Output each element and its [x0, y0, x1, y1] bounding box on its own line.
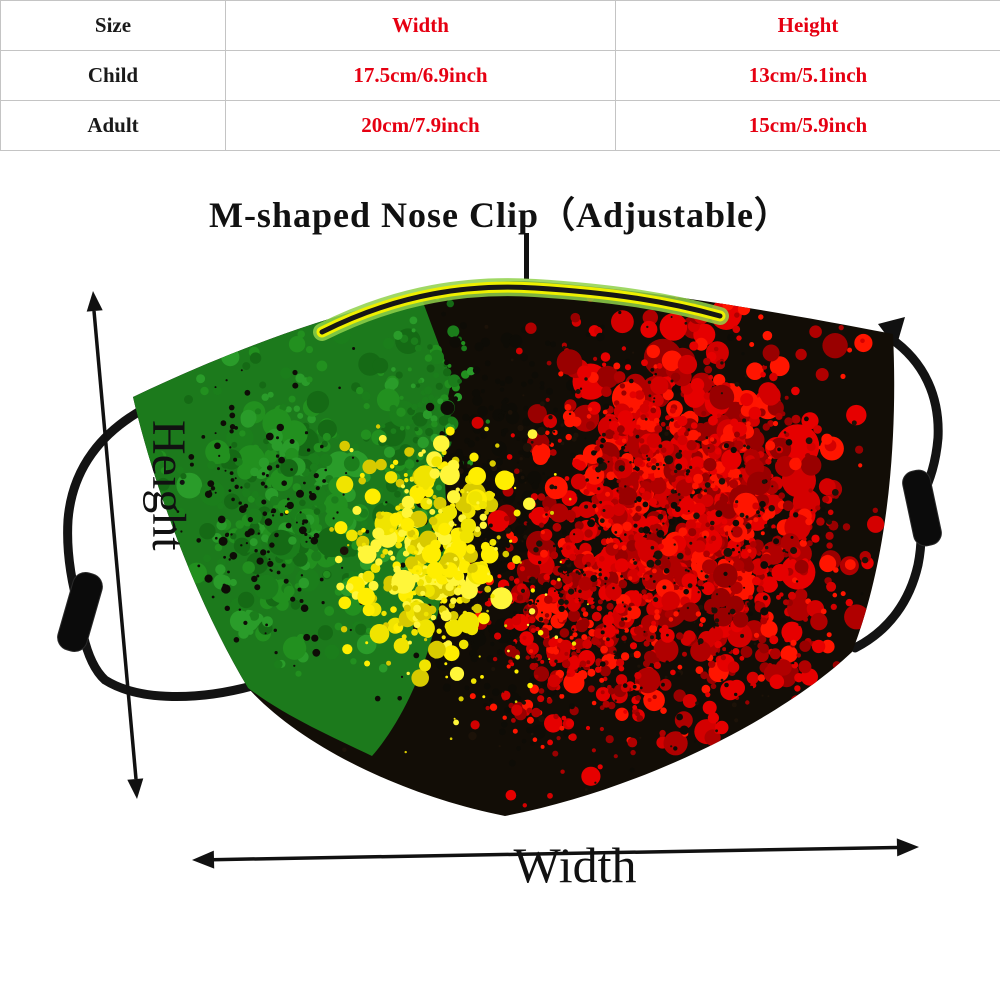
size-table-header-row: Size Width Height: [0, 0, 1000, 51]
nose-clip-title: M-shaped Nose Clip（Adjustable）: [208, 195, 792, 235]
table-row-adult: Adult 20cm/7.9inch 15cm/5.9inch: [0, 100, 1000, 151]
table-cell-adult-height: 15cm/5.9inch: [615, 100, 1000, 151]
strap-attach-corner: [878, 317, 905, 348]
ear-loop-toggle-right: [902, 469, 942, 547]
splatter-black-green: [173, 347, 388, 667]
mask-body: [133, 281, 895, 816]
height-arrow: [86, 291, 144, 799]
splatter-yellow-dots: [284, 473, 589, 754]
table-header-height: Height: [615, 0, 1000, 51]
width-label: Width: [514, 837, 637, 893]
table-header-size: Size: [0, 0, 226, 51]
ear-loop-toggle-left: [57, 571, 103, 653]
table-header-width: Width: [225, 0, 616, 51]
table-cell-adult-width: 20cm/7.9inch: [225, 100, 616, 151]
table-cell-adult-size: Adult: [0, 100, 226, 151]
width-arrow: [192, 838, 919, 869]
table-cell-child-height: 13cm/5.1inch: [615, 50, 1000, 101]
splatter-yellow: [329, 424, 538, 687]
height-label: Height: [142, 420, 195, 551]
nose-clip-pointer-line: [524, 233, 529, 279]
size-table: Size Width Height Child 17.5cm/6.9inch 1…: [0, 0, 1000, 151]
nose-clip-highlight: [313, 278, 729, 341]
